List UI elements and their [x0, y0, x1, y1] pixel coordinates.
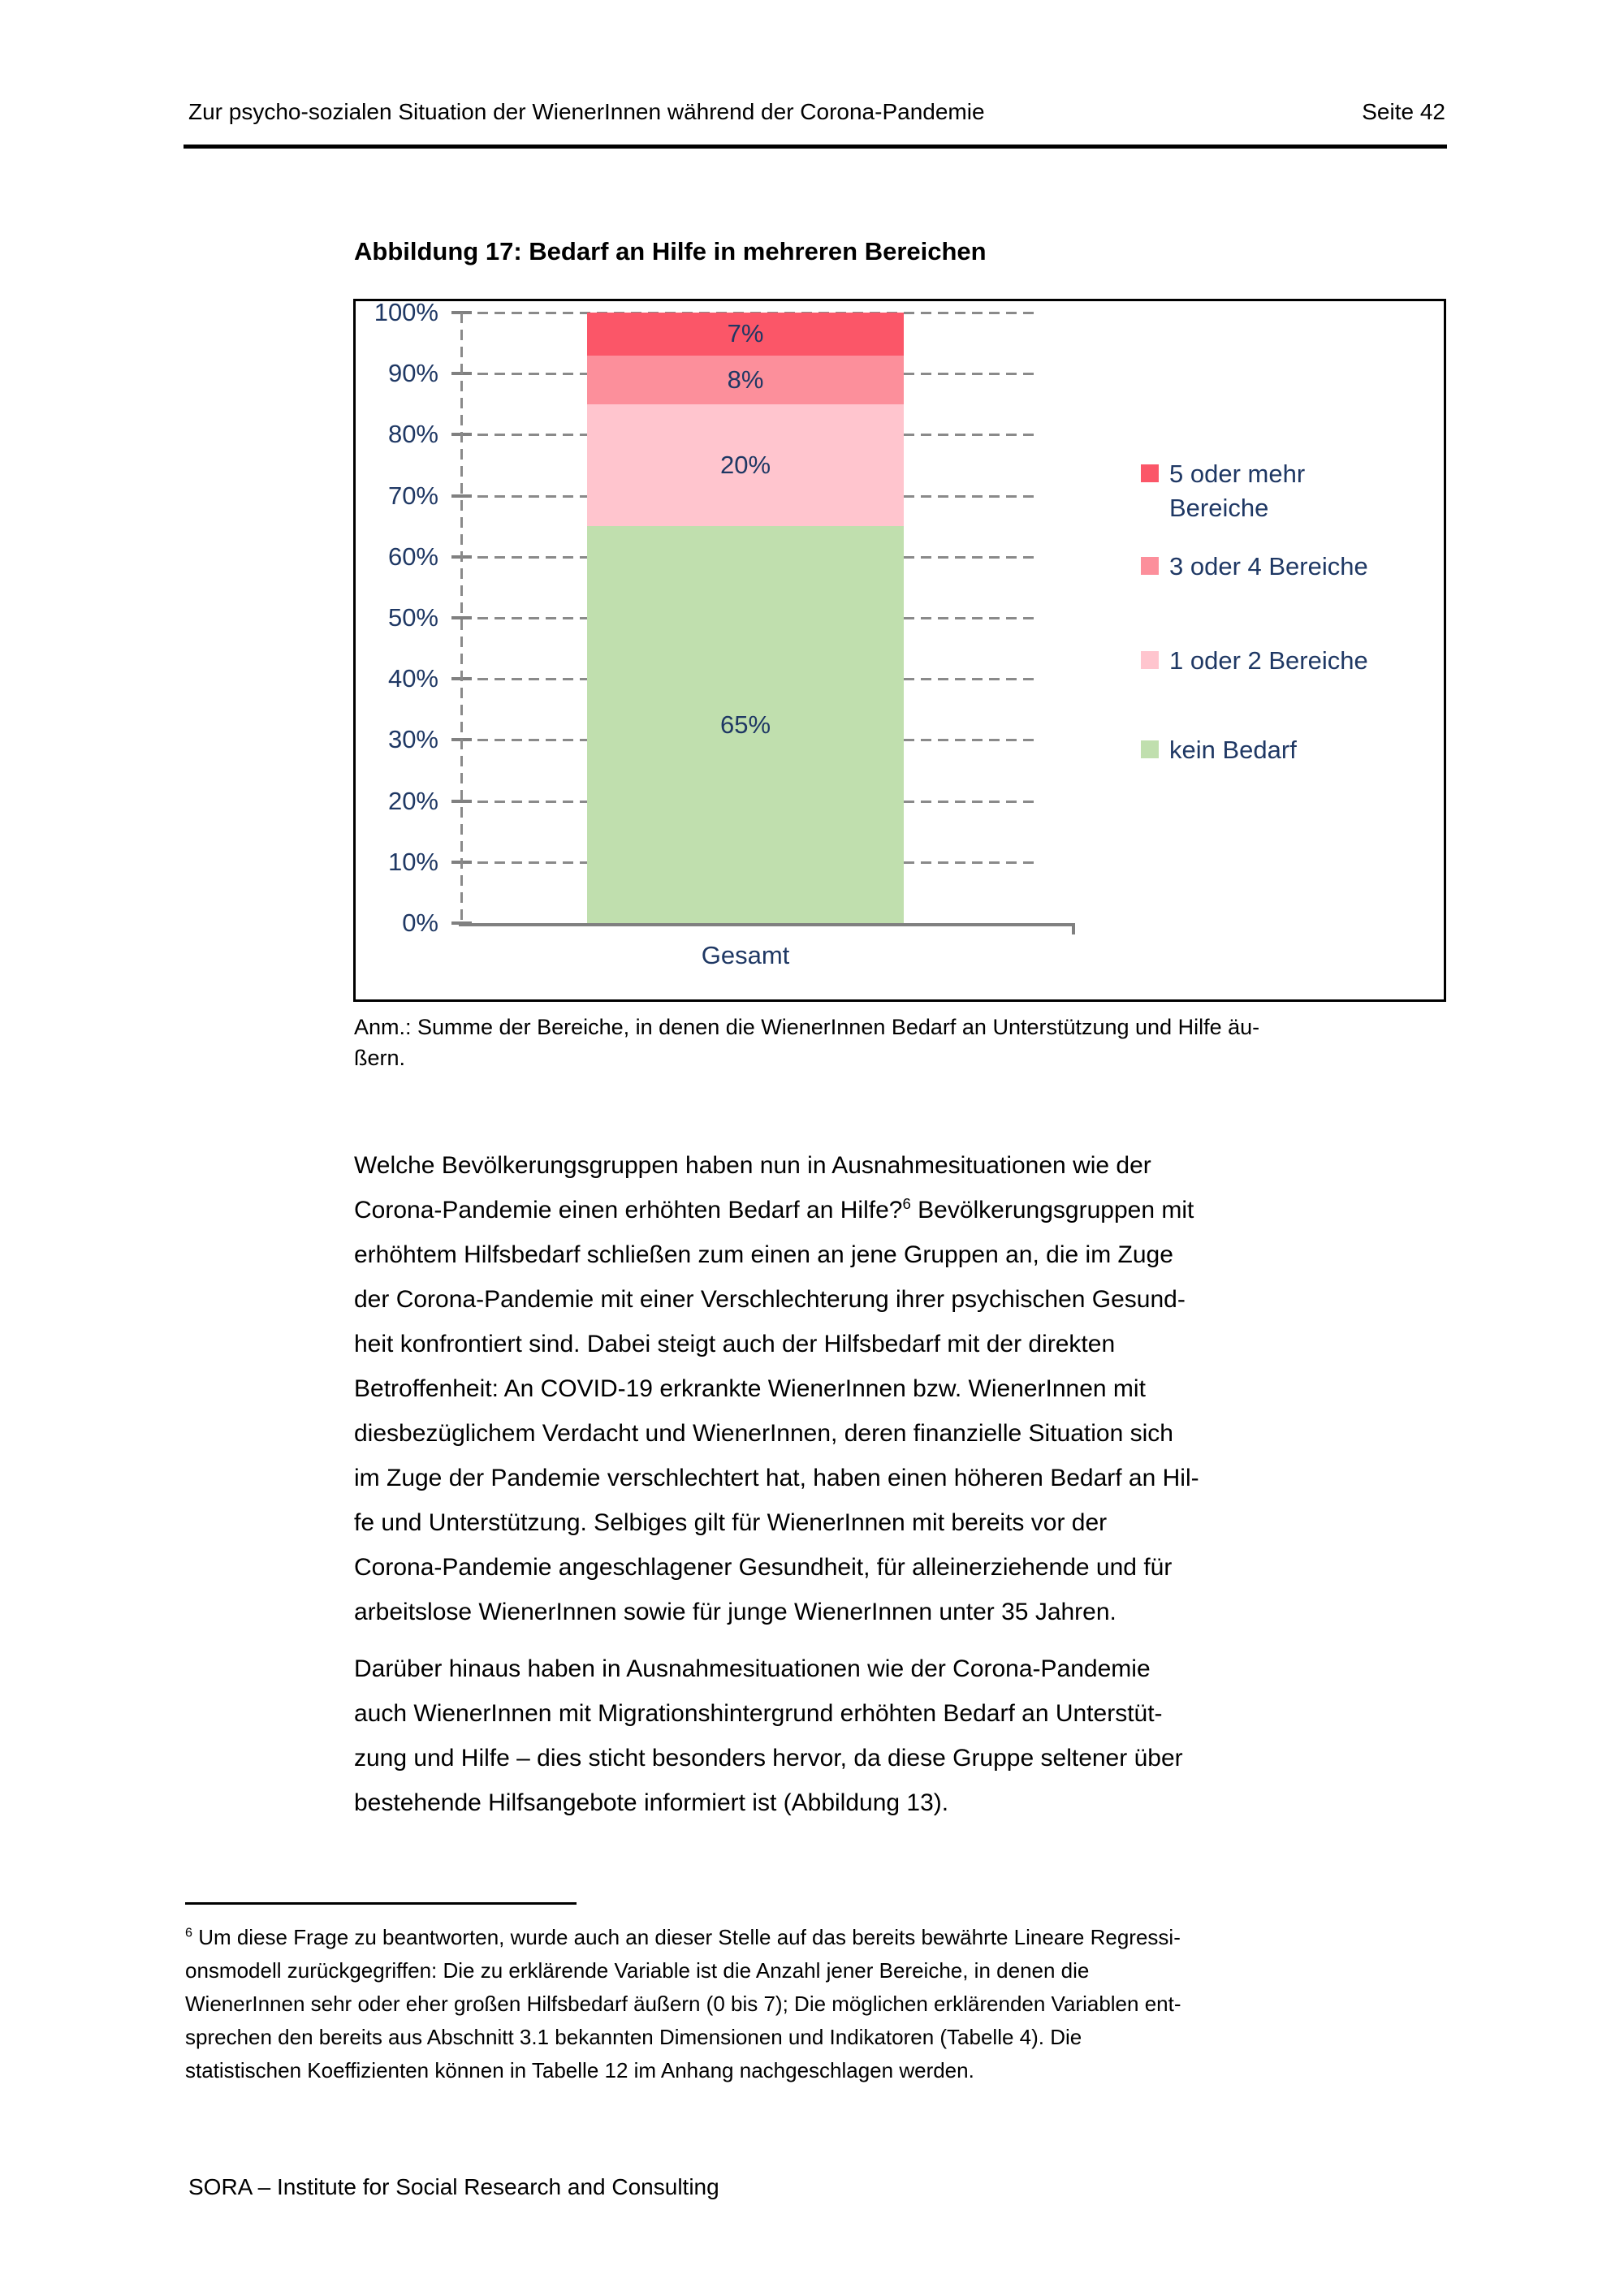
y-axis-label: 60%	[387, 542, 438, 571]
footnote-separator	[185, 1902, 577, 1905]
legend-swatch	[1141, 557, 1159, 575]
paragraph-text: Welche Bevölkerungsgruppen haben nun in …	[354, 1152, 1151, 1224]
legend-label: 5 oder mehr Bereiche	[1169, 460, 1306, 522]
y-axis-label: 20%	[387, 786, 438, 815]
y-axis	[460, 313, 463, 923]
category-label: Gesamt	[701, 941, 790, 969]
footnote-marker: 6	[185, 1925, 192, 1940]
legend-item: kein Bedarf	[1141, 733, 1389, 767]
legend-swatch	[1141, 740, 1159, 758]
footnote: 6 Um diese Frage zu beantworten, wurde a…	[185, 1921, 1472, 2087]
y-axis-label: 40%	[387, 664, 438, 693]
legend-swatch	[1141, 464, 1159, 482]
bar-segment-label: 8%	[727, 365, 764, 394]
y-axis-label: 70%	[387, 481, 438, 510]
legend-item: 5 oder mehr Bereiche	[1141, 457, 1389, 525]
bar-segment-label: 65%	[719, 710, 771, 739]
bar-segment	[587, 526, 904, 923]
header-title: Zur psycho-sozialen Situation der Wiener…	[188, 99, 985, 124]
footnote-text: Um diese Frage zu beantworten, wurde auc…	[185, 1925, 1181, 2082]
header-page-number: Seite 42	[1362, 99, 1445, 124]
chart: 0% 10% 20% 30% 40% 50% 60% 70% 80% 90% 100% 7% 8% 20%…	[353, 298, 1446, 1002]
body-paragraph-2: Darüber hinaus haben in Ausnahmesituatio…	[354, 1655, 1183, 1816]
bar-segment	[587, 404, 904, 527]
bar-segment-label: 20%	[719, 451, 771, 479]
footnote-reference: 6	[902, 1195, 911, 1212]
legend-item: 1 oder 2 Bereiche	[1141, 644, 1389, 678]
y-axis-label: 90%	[387, 359, 438, 388]
bar-segment	[587, 313, 904, 356]
y-axis-label: 10%	[387, 847, 438, 876]
bar-segment-label: 7%	[727, 319, 764, 348]
y-axis-label: 100%	[374, 298, 438, 326]
page-footer: SORA – Institute for Social Research and…	[188, 2174, 719, 2199]
x-axis	[459, 923, 1072, 926]
paragraph-text: Bevölkerungsgruppen mit erhöhtem Hilfsbe…	[354, 1197, 1199, 1625]
legend-item: 3 oder 4 Bereiche	[1141, 550, 1389, 584]
body-paragraph-1: Welche Bevölkerungsgruppen haben nun in …	[354, 1143, 1475, 1634]
figure-note: Anm.: Summe der Bereiche, in denen die W…	[354, 1015, 1260, 1070]
plot-area: 0% 10% 20% 30% 40% 50% 60% 70% 80% 90% 100% 7% 8% 20%…	[356, 298, 1444, 999]
bar-segment	[587, 355, 904, 404]
legend-label: kein Bedarf	[1169, 736, 1297, 764]
y-axis-label: 50%	[387, 603, 438, 632]
legend-label: 3 oder 4 Bereiche	[1169, 552, 1368, 580]
figure-title: Abbildung 17: Bedarf an Hilfe in mehrere…	[354, 237, 987, 265]
y-axis-label: 30%	[387, 725, 438, 754]
legend-label: 1 oder 2 Bereiche	[1169, 646, 1368, 675]
legend-swatch	[1141, 651, 1159, 669]
y-axis-label: 80%	[387, 420, 438, 449]
x-axis-end-tick	[1072, 923, 1075, 934]
y-axis-label: 0%	[402, 908, 438, 937]
header-rule	[184, 145, 1447, 149]
